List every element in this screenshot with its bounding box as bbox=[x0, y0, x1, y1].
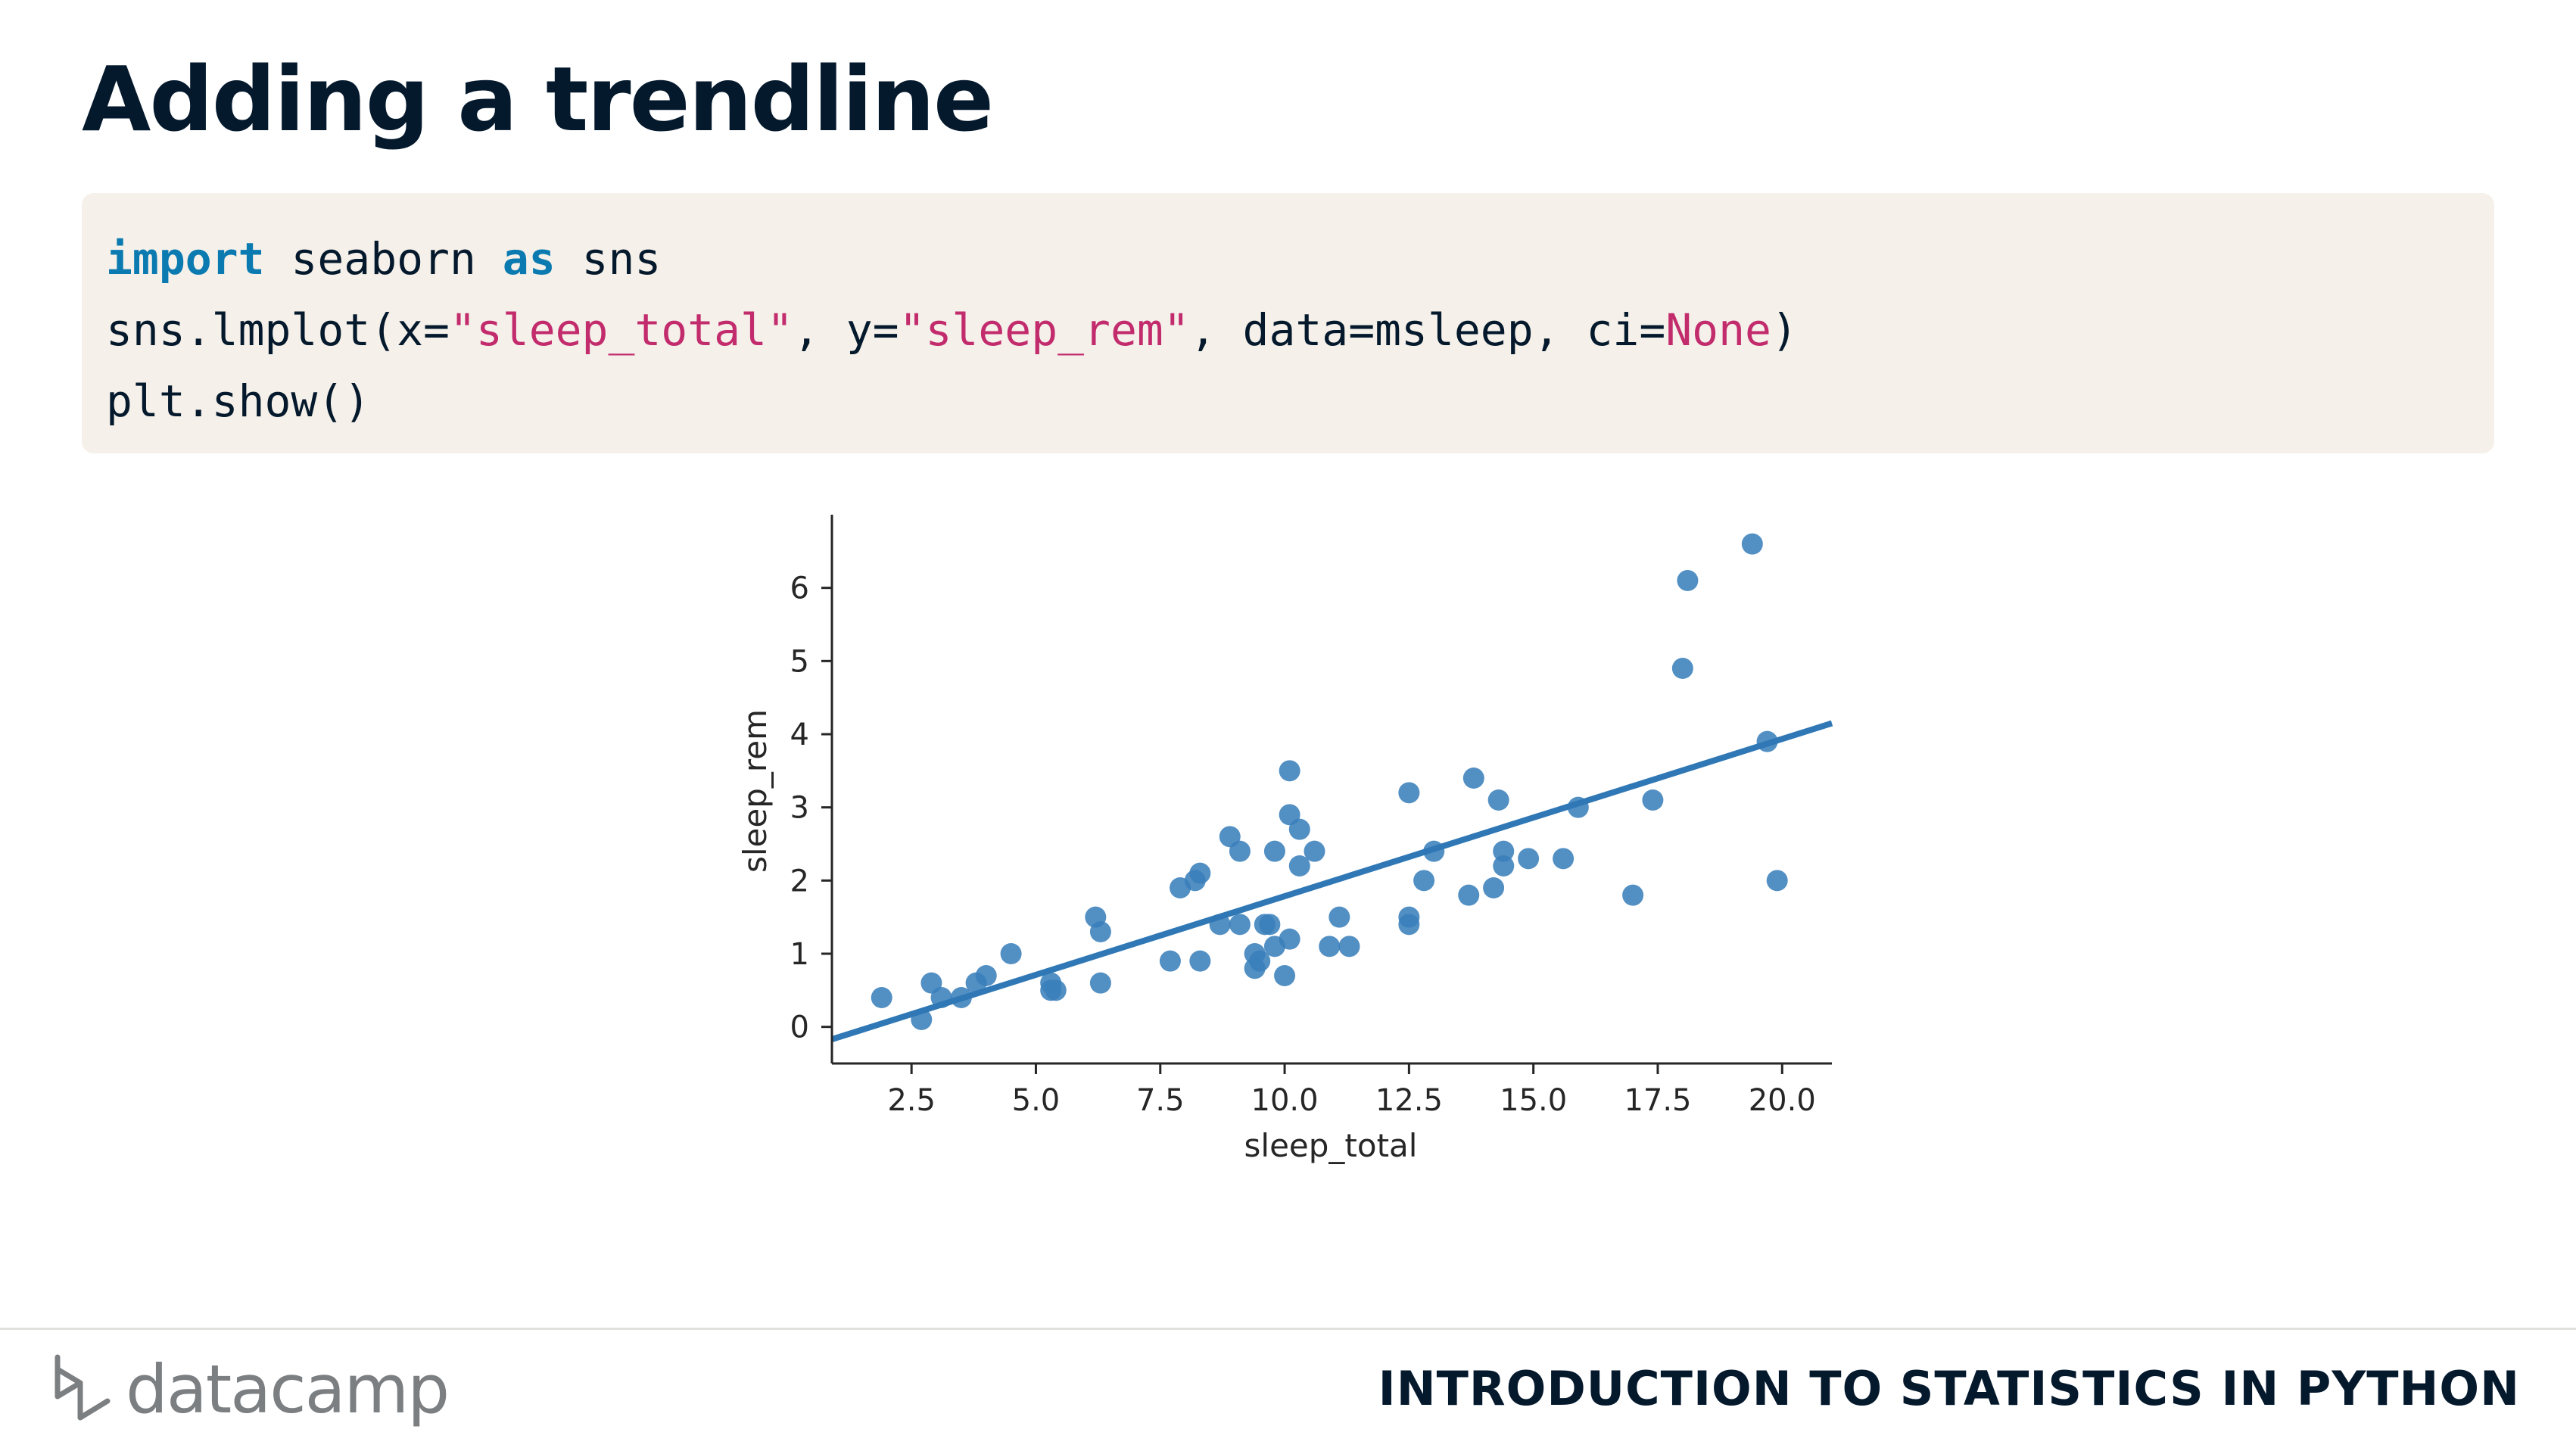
data-point bbox=[1304, 840, 1325, 862]
data-point bbox=[1493, 840, 1515, 862]
data-point bbox=[1553, 848, 1575, 870]
y-tick-label: 0 bbox=[790, 1010, 809, 1045]
code-text: , data=msleep, ci= bbox=[1189, 304, 1666, 356]
code-text: plt.show() bbox=[106, 375, 371, 427]
data-point bbox=[1741, 533, 1763, 555]
data-point bbox=[1249, 950, 1271, 972]
data-point bbox=[1274, 965, 1296, 986]
datacamp-logo-icon bbox=[55, 1354, 111, 1421]
data-point bbox=[975, 965, 997, 986]
code-line-3: plt.show() bbox=[106, 366, 2494, 437]
datacamp-logo: datacamp bbox=[53, 1347, 450, 1431]
code-line-1: import seaborn as sns bbox=[106, 223, 2494, 294]
y-tick-label: 1 bbox=[790, 937, 809, 972]
x-tick-label: 5.0 bbox=[1012, 1083, 1061, 1118]
data-point bbox=[1671, 658, 1693, 679]
x-tick-label: 2.5 bbox=[887, 1083, 936, 1118]
data-point bbox=[1518, 848, 1540, 870]
data-point bbox=[1159, 950, 1181, 972]
code-string: "sleep_total" bbox=[449, 304, 793, 356]
data-point bbox=[1288, 818, 1310, 840]
code-block: import seaborn as sns sns.lmplot(x="slee… bbox=[82, 193, 2494, 453]
trendline-layer bbox=[830, 720, 1833, 1042]
data-point bbox=[1229, 840, 1251, 862]
y-tick-label: 2 bbox=[790, 864, 809, 898]
data-point bbox=[1413, 870, 1435, 892]
data-point bbox=[1045, 979, 1067, 1001]
data-point bbox=[1766, 870, 1788, 892]
x-tick-label: 17.5 bbox=[1624, 1083, 1691, 1118]
data-point bbox=[1483, 877, 1505, 898]
data-point bbox=[1229, 914, 1251, 936]
data-point bbox=[1642, 789, 1664, 811]
data-point bbox=[1622, 884, 1644, 906]
x-tick-label: 20.0 bbox=[1749, 1083, 1816, 1118]
code-text: sns bbox=[555, 233, 662, 285]
code-text: ) bbox=[1771, 304, 1798, 356]
data-point bbox=[1279, 928, 1300, 950]
code-line-2: sns.lmplot(x="sleep_total", y="sleep_rem… bbox=[106, 294, 2494, 366]
y-tick-label: 4 bbox=[790, 718, 809, 752]
data-point bbox=[1462, 768, 1484, 789]
points-layer bbox=[871, 533, 1788, 1030]
data-point bbox=[1279, 760, 1300, 782]
data-point bbox=[1189, 862, 1211, 884]
code-keyword: as bbox=[502, 233, 556, 285]
y-tick-label: 6 bbox=[790, 571, 809, 606]
data-point bbox=[1000, 943, 1022, 964]
data-point bbox=[1458, 884, 1480, 906]
x-tick-label: 10.0 bbox=[1251, 1083, 1319, 1118]
data-point bbox=[1189, 950, 1211, 972]
x-tick-label: 7.5 bbox=[1136, 1083, 1185, 1118]
data-point bbox=[1338, 936, 1360, 957]
data-point bbox=[1398, 782, 1420, 804]
data-point bbox=[1487, 789, 1509, 811]
y-axis-label: sleep_rem bbox=[737, 709, 774, 873]
x-axis-label: sleep_total bbox=[1244, 1127, 1418, 1164]
data-point bbox=[1259, 914, 1281, 936]
code-string: "sleep_rem" bbox=[899, 304, 1190, 356]
code-keyword: import bbox=[106, 233, 265, 285]
scatter-chart: 2.5 5.0 7.5 10.0 12.5 15.0 17.5 20.0 0 1 2 3 4 5 6 sle… bbox=[737, 515, 1833, 1164]
x-tick-label: 12.5 bbox=[1375, 1083, 1443, 1118]
data-point bbox=[1089, 972, 1111, 994]
axes-layer: 2.5 5.0 7.5 10.0 12.5 15.0 17.5 20.0 0 1 2 3 4 5 6 bbox=[790, 515, 1832, 1118]
slide-title: Adding a trendline bbox=[82, 47, 994, 151]
data-point bbox=[1493, 855, 1515, 877]
trendline bbox=[830, 720, 1833, 1042]
data-point bbox=[1677, 570, 1699, 591]
data-point bbox=[1263, 840, 1285, 862]
data-point bbox=[871, 987, 892, 1008]
data-point bbox=[1288, 855, 1310, 877]
code-none-literal: None bbox=[1665, 304, 1771, 356]
x-tick-label: 15.0 bbox=[1500, 1083, 1567, 1118]
footer-divider bbox=[0, 1328, 2576, 1330]
data-point bbox=[1398, 914, 1420, 936]
data-point bbox=[1089, 921, 1111, 942]
y-tick-label: 3 bbox=[790, 791, 809, 826]
course-title: INTRODUCTION TO STATISTICS IN PYTHON bbox=[1378, 1361, 2520, 1416]
code-text: sns.lmplot(x= bbox=[106, 304, 450, 356]
y-tick-label: 5 bbox=[790, 644, 809, 679]
brand-name: datacamp bbox=[126, 1350, 450, 1428]
code-text: , y= bbox=[793, 304, 899, 356]
data-point bbox=[1319, 936, 1341, 957]
code-text: seaborn bbox=[264, 233, 503, 285]
data-point bbox=[1328, 906, 1350, 928]
